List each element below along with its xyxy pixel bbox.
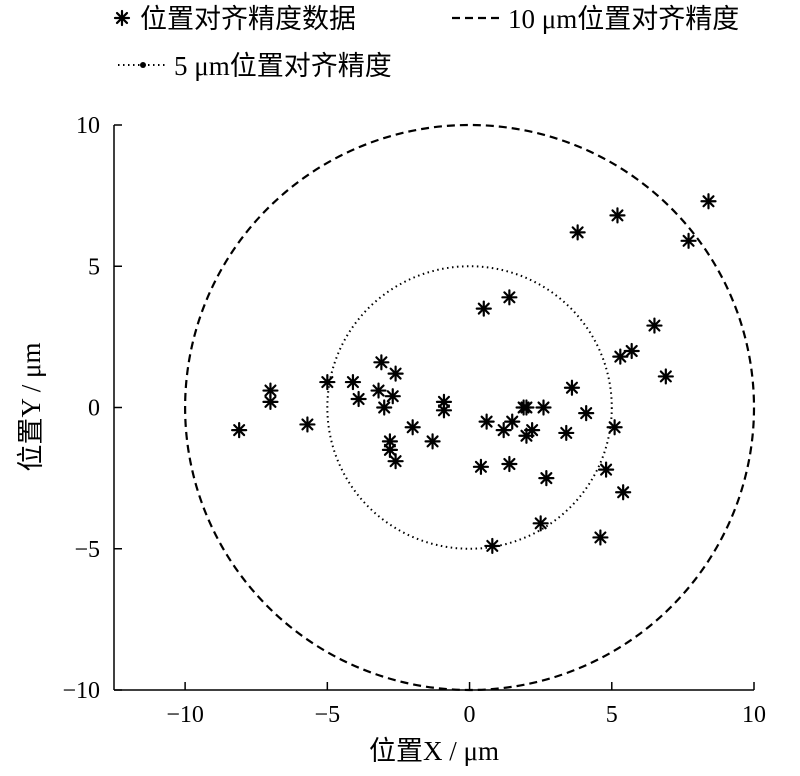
data-point: [680, 232, 697, 249]
legend: 位置对齐精度数据 10 μm位置对齐精度 5 μm位置对齐精度: [113, 4, 739, 81]
data-point: [344, 373, 362, 391]
data-point: [518, 399, 535, 416]
data-point: [535, 399, 552, 416]
data-point: [609, 207, 626, 224]
legend-label-5um: 5 μm位置对齐精度: [174, 51, 392, 81]
data-point: [578, 405, 595, 422]
data-point: [592, 529, 609, 546]
data-point: [387, 365, 404, 382]
y-tick-label: 10: [76, 113, 100, 139]
data-point: [376, 399, 393, 416]
data-point: [299, 416, 316, 433]
data-point: [623, 342, 640, 360]
data-point: [424, 433, 441, 450]
data-point: [532, 515, 549, 532]
legend-asterisk-icon: [113, 9, 131, 27]
legend-label-10um: 10 μm位置对齐精度: [508, 4, 739, 34]
data-point: [646, 317, 663, 334]
data-point: [524, 422, 541, 439]
y-tick-label: 0: [88, 396, 100, 422]
data-point: [370, 382, 387, 399]
data-point: [435, 402, 453, 419]
data-point: [615, 484, 632, 501]
data-point: [700, 193, 717, 210]
data-point: [501, 289, 518, 306]
legend-label-data: 位置对齐精度数据: [140, 4, 356, 34]
data-point: [558, 424, 575, 442]
data-point: [478, 413, 495, 430]
data-point: [435, 393, 453, 410]
legend-marker-asterisk: [113, 9, 131, 27]
data-point: [387, 453, 404, 470]
x-tick-label: 10: [742, 702, 766, 728]
data-points: [231, 193, 717, 555]
data-point: [501, 455, 518, 473]
y-tick-label: 5: [88, 254, 100, 280]
data-point: [484, 537, 501, 555]
data-point: [319, 373, 336, 391]
data-point: [504, 413, 521, 430]
axis-ticks: −10 −5 0 5 10 −10 −5 0 5 10: [62, 113, 766, 728]
data-point: [262, 393, 279, 410]
data-point: [495, 422, 512, 439]
data-point: [404, 419, 421, 436]
data-point: [657, 368, 674, 385]
y-axis-label: 位置Y / μm: [16, 343, 46, 472]
data-point: [563, 379, 581, 396]
data-point: [538, 470, 555, 487]
y-tick-label: −10: [62, 678, 100, 704]
data-point: [606, 419, 623, 436]
data-point: [612, 348, 629, 365]
x-axis-label: 位置X / μm: [369, 736, 499, 766]
x-tick-label: −10: [166, 702, 204, 728]
axes: −10 −5 0 5 10 −10 −5 0 5 10: [62, 113, 766, 728]
data-point: [381, 441, 399, 458]
data-point: [350, 390, 367, 408]
x-tick-label: 0: [464, 702, 476, 728]
x-tick-label: 5: [606, 702, 618, 728]
data-point: [262, 382, 279, 399]
data-point: [373, 354, 390, 371]
data-point: [597, 461, 615, 478]
data-point: [472, 458, 490, 475]
circle-5um: [326, 265, 613, 550]
legend-dot-marker: [140, 62, 146, 68]
x-tick-label: −5: [315, 702, 341, 728]
data-point: [475, 300, 492, 317]
circle-10um: [184, 123, 756, 692]
data-point: [384, 388, 401, 405]
y-tick-label: −5: [74, 537, 100, 563]
data-point: [231, 422, 248, 439]
data-point: [569, 224, 586, 241]
